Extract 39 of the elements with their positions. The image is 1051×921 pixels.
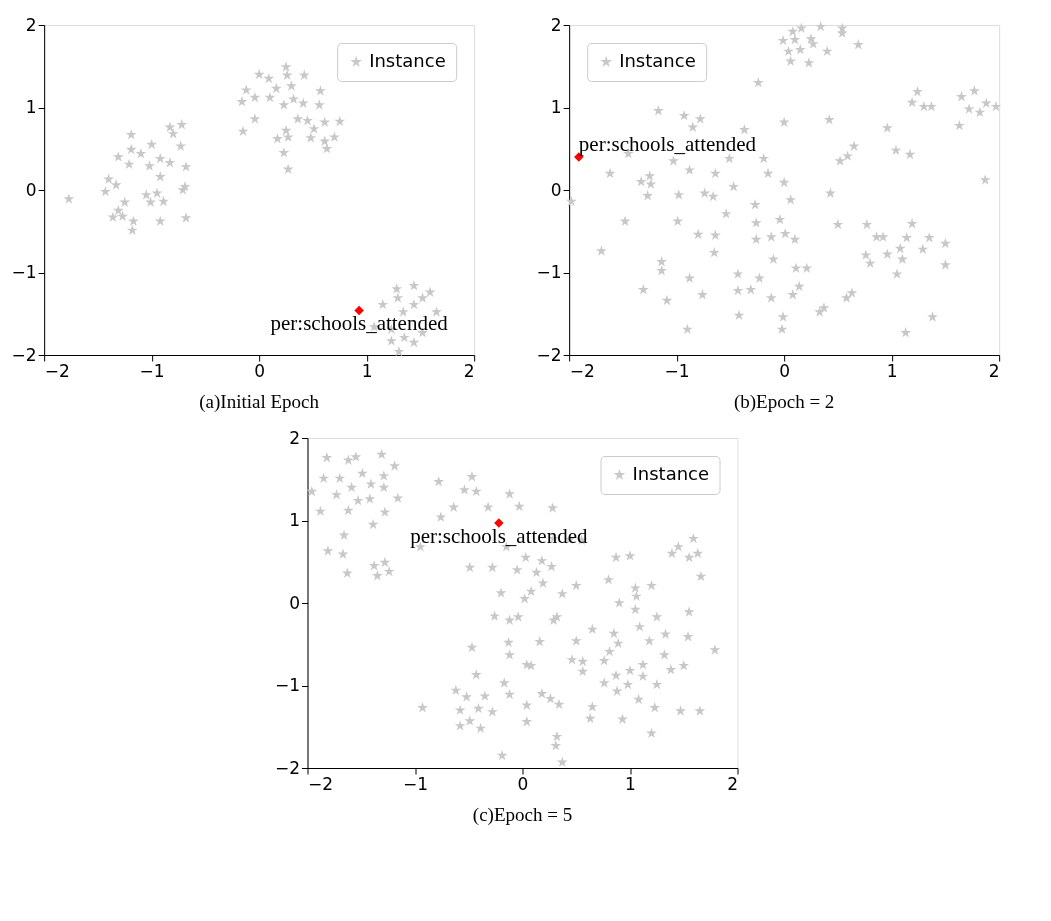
x-tick-label: 1 xyxy=(886,360,898,381)
text: (b)Epoch = 2 xyxy=(733,391,835,413)
annotation: per:schools_attended xyxy=(410,523,588,548)
text: (a)Initial Epoch xyxy=(199,391,320,413)
y-tick-label: 1 xyxy=(289,510,300,530)
y-tick-label: −1 xyxy=(11,262,37,282)
y-tick-label: 0 xyxy=(550,179,562,200)
x-tick-label: 0 xyxy=(517,773,529,794)
text: (c)Epoch = 5 xyxy=(472,804,573,826)
x-tick-label: −2 xyxy=(44,360,70,381)
x-tick-label: 2 xyxy=(727,773,738,794)
legend-label: Instance xyxy=(369,50,446,71)
y-tick-label: −2 xyxy=(536,344,562,365)
x-tick-label: −1 xyxy=(664,360,690,381)
x-tick-label: 0 xyxy=(254,360,266,381)
x-tick-label: −2 xyxy=(308,773,334,794)
x-tick-label: 1 xyxy=(625,773,636,794)
y-tick-label: −2 xyxy=(11,344,37,365)
y-tick-label: 2 xyxy=(25,14,37,35)
y-tick-label: 2 xyxy=(289,427,300,448)
x-tick-label: 2 xyxy=(988,360,1000,381)
y-tick-label: 0 xyxy=(289,592,300,613)
y-tick-label: −1 xyxy=(536,262,562,282)
y-tick-label: 2 xyxy=(550,14,562,35)
annotation: per:schools_attended xyxy=(270,311,449,336)
x-tick-label: 0 xyxy=(779,360,791,381)
legend-label: Instance xyxy=(619,50,696,71)
y-tick-label: 1 xyxy=(25,97,37,117)
x-tick-label: 2 xyxy=(463,360,475,381)
y-tick-label: 0 xyxy=(25,179,37,200)
y-tick-label: −2 xyxy=(274,757,300,778)
x-tick-label: −2 xyxy=(569,360,595,381)
x-tick-label: 1 xyxy=(361,360,373,381)
x-tick-label: −1 xyxy=(139,360,165,381)
x-tick-label: −1 xyxy=(402,773,429,794)
y-tick-label: −1 xyxy=(274,675,300,695)
legend-label: Instance xyxy=(632,463,710,484)
annotation: per:schools_attended xyxy=(578,132,757,156)
y-tick-label: 1 xyxy=(550,97,562,117)
